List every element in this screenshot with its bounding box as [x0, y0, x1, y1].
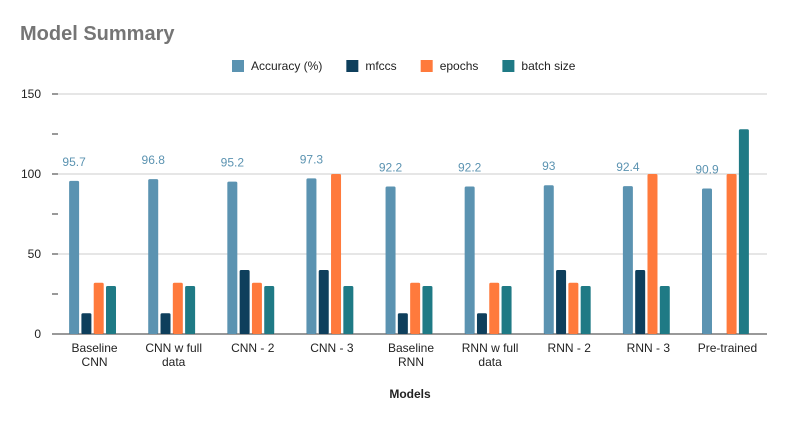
- legend-label: Accuracy (%): [251, 59, 322, 73]
- bar: [106, 286, 117, 334]
- legend: Accuracy (%) mfccs epochs batch size: [232, 59, 576, 73]
- bar: [568, 282, 579, 334]
- bar: [476, 313, 487, 334]
- bar: [397, 313, 408, 334]
- y-axis-ticks: 0 50 100 150: [21, 87, 58, 341]
- bar: [331, 174, 342, 334]
- bar: [185, 286, 196, 334]
- bar: [160, 313, 171, 334]
- bar: [422, 286, 433, 334]
- bar: [172, 282, 183, 334]
- y-tick-label: 150: [21, 87, 41, 101]
- bar: [148, 179, 159, 334]
- bar: [251, 282, 262, 334]
- bar: [343, 286, 354, 334]
- x-tick-label: CNN - 2: [231, 341, 275, 355]
- x-tick-label: Baseline CNN: [72, 341, 118, 369]
- bar: [635, 270, 646, 334]
- bar: [489, 282, 500, 334]
- legend-label: batch size: [521, 59, 575, 73]
- bar: [264, 286, 275, 334]
- chart-title: Model Summary: [20, 23, 175, 45]
- x-tick-label: CNN - 3: [310, 341, 354, 355]
- data-label: 92.2: [458, 160, 482, 174]
- bar: [726, 174, 737, 334]
- x-tick-label: RNN - 3: [627, 341, 671, 355]
- data-label: 96.8: [142, 153, 166, 167]
- bar: [738, 129, 749, 334]
- x-tick-label: Pre-trained: [698, 341, 757, 355]
- bar: [464, 186, 475, 334]
- bar: [227, 181, 238, 334]
- data-label: 95.2: [221, 156, 245, 170]
- x-axis-ticks: Baseline CNN CNN w full data CNN - 2 CNN - 3 B…: [72, 341, 758, 369]
- x-tick-label: CNN w full data: [145, 341, 202, 369]
- bars: [69, 129, 749, 334]
- bar: [659, 286, 670, 334]
- data-label: 92.4: [616, 160, 640, 174]
- legend-label: mfccs: [365, 59, 396, 73]
- x-tick-label: Baseline RNN: [388, 341, 434, 369]
- data-label: 97.3: [300, 152, 324, 166]
- bar: [701, 188, 712, 334]
- data-label: 95.7: [62, 155, 86, 169]
- data-labels: 95.7 96.8 95.2 97.3 92.2 92.2 93 92.4 90.9: [62, 152, 719, 176]
- bar: [580, 286, 591, 334]
- bar: [81, 313, 92, 334]
- bar: [543, 185, 554, 334]
- legend-swatch: [232, 60, 244, 72]
- x-axis-title: Models: [389, 387, 431, 401]
- bar: [306, 178, 317, 334]
- x-tick-label: RNN - 2: [548, 341, 592, 355]
- y-tick-label: 50: [28, 247, 42, 261]
- data-label: 90.9: [695, 163, 719, 177]
- bar: [318, 270, 329, 334]
- y-tick-label: 0: [34, 327, 41, 341]
- bar: [501, 286, 512, 334]
- legend-swatch: [420, 60, 433, 72]
- bar: [410, 282, 421, 334]
- legend-swatch: [346, 60, 359, 72]
- bar: [239, 270, 250, 334]
- legend-swatch: [502, 60, 515, 72]
- bar: [556, 270, 567, 334]
- bar: [93, 282, 104, 334]
- data-label: 92.2: [379, 160, 403, 174]
- data-label: 93: [542, 159, 556, 173]
- x-tick-label: RNN w full data: [462, 341, 519, 369]
- legend-label: epochs: [440, 59, 479, 73]
- bar: [69, 180, 80, 334]
- y-tick-label: 100: [21, 167, 41, 181]
- bar: [385, 186, 396, 334]
- bar: [647, 174, 658, 334]
- bar: [622, 186, 633, 334]
